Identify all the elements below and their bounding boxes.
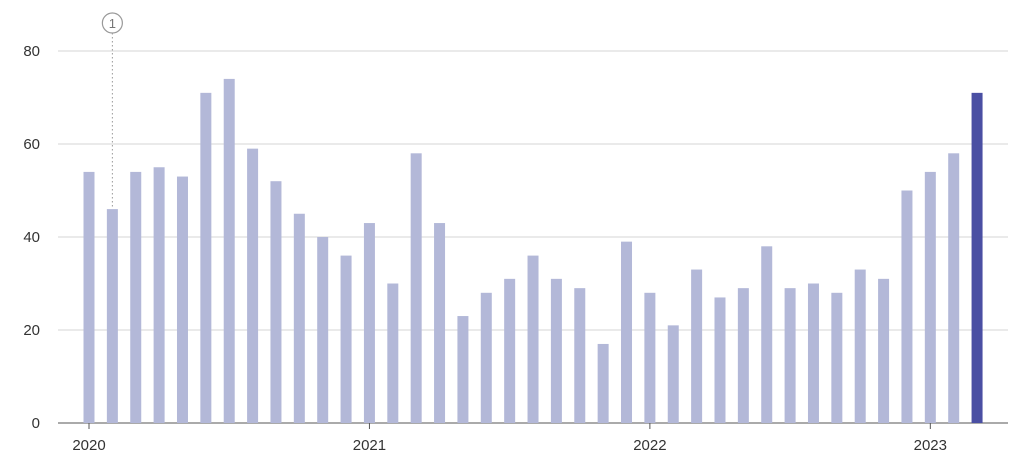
bar bbox=[387, 283, 399, 423]
bar bbox=[948, 153, 960, 424]
bar bbox=[574, 288, 586, 423]
bar bbox=[924, 171, 936, 423]
bar-highlight bbox=[971, 92, 983, 423]
bar bbox=[434, 223, 446, 423]
bar bbox=[714, 297, 726, 423]
bar bbox=[831, 292, 843, 423]
x-tick-label: 2021 bbox=[353, 437, 386, 453]
bar bbox=[807, 283, 819, 423]
bar bbox=[130, 171, 142, 423]
bar bbox=[550, 278, 562, 423]
y-tick-label: 20 bbox=[23, 322, 40, 339]
annotations: 1 bbox=[101, 12, 123, 208]
annotation-marker bbox=[101, 12, 123, 34]
bar bbox=[644, 292, 656, 423]
bar bbox=[504, 278, 516, 423]
bars bbox=[83, 78, 983, 424]
x-tick-label: 2023 bbox=[914, 437, 947, 453]
bar bbox=[737, 288, 749, 423]
y-tick-label: 40 bbox=[23, 229, 40, 246]
bar bbox=[153, 167, 165, 423]
bar bbox=[457, 316, 469, 423]
bar bbox=[878, 278, 890, 423]
bar bbox=[317, 237, 329, 423]
bar bbox=[247, 148, 259, 423]
bar bbox=[784, 288, 796, 423]
y-tick-label: 80 bbox=[23, 43, 40, 60]
bar bbox=[901, 190, 913, 423]
x-axis-ticks: 2020 2021 2022 2023 bbox=[72, 423, 947, 453]
y-tick-label: 60 bbox=[23, 136, 40, 153]
bar bbox=[363, 223, 375, 423]
bar bbox=[106, 209, 118, 423]
bar bbox=[621, 241, 633, 423]
bar bbox=[223, 78, 235, 424]
bar bbox=[200, 92, 212, 423]
bar bbox=[597, 343, 609, 423]
bar bbox=[527, 255, 539, 423]
x-tick-label: 2022 bbox=[633, 437, 666, 453]
bar bbox=[340, 255, 352, 423]
bar bbox=[761, 246, 773, 423]
y-axis-ticks: 0 20 40 60 80 bbox=[23, 43, 40, 432]
bar bbox=[270, 181, 282, 423]
bar bbox=[293, 213, 305, 423]
bar bbox=[410, 153, 422, 424]
bar bbox=[83, 171, 95, 423]
bar bbox=[176, 176, 188, 423]
bar bbox=[854, 269, 866, 423]
y-tick-label: 0 bbox=[32, 415, 40, 432]
bar bbox=[667, 325, 679, 423]
bar bbox=[691, 269, 703, 423]
bar bbox=[480, 292, 492, 423]
annotation-label: 1 bbox=[109, 16, 116, 31]
x-tick-label: 2020 bbox=[72, 437, 105, 453]
